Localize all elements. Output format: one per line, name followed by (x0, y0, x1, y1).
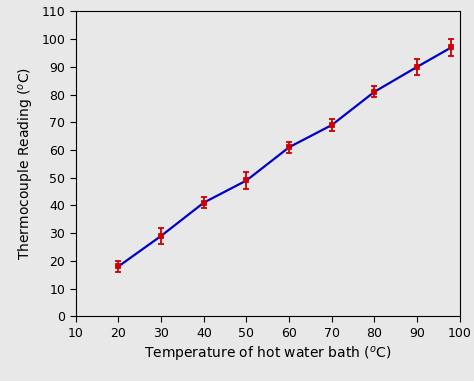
Y-axis label: Thermocouple Reading ($^o$C): Thermocouple Reading ($^o$C) (17, 67, 36, 260)
X-axis label: Temperature of hot water bath ($^o$C): Temperature of hot water bath ($^o$C) (144, 345, 392, 364)
